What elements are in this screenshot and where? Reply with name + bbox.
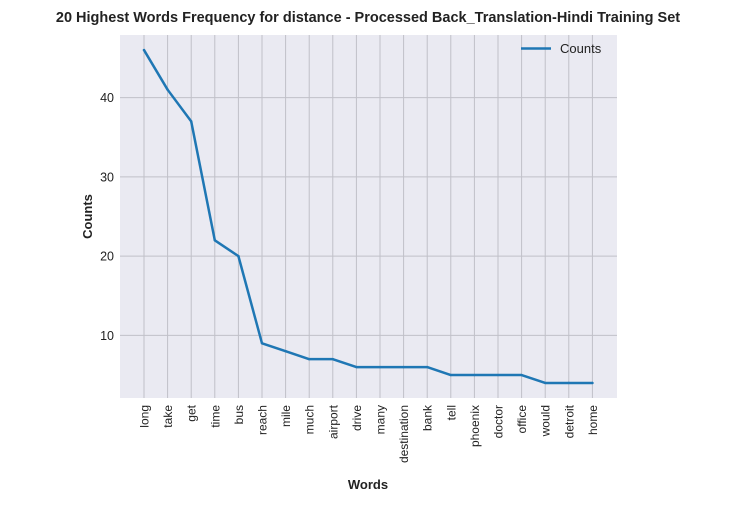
x-tick-label: airport	[326, 404, 340, 439]
x-tick-label: phoenix	[468, 405, 482, 447]
data-point	[378, 365, 382, 369]
data-point	[426, 365, 429, 369]
y-tick-label: 10	[100, 329, 114, 343]
y-tick-labels: 10 20 30 40	[100, 91, 114, 343]
x-tick-label: mile	[279, 405, 293, 427]
data-point	[449, 373, 452, 377]
data-point	[473, 373, 476, 377]
data-point	[166, 88, 169, 91]
x-tick-label: many	[374, 405, 388, 434]
y-tick-label: 30	[100, 170, 114, 184]
series-layer	[142, 48, 594, 385]
x-tick-label: would	[539, 405, 553, 437]
x-tick-label: bus	[232, 405, 246, 424]
data-point	[284, 350, 287, 353]
data-point	[260, 342, 264, 345]
x-tick-label: time	[208, 405, 222, 428]
plot-area	[120, 35, 617, 398]
data-point	[190, 120, 193, 123]
x-tick-label: reach	[256, 405, 270, 435]
x-tick-label: office	[515, 405, 529, 434]
x-tick-label: bank	[421, 404, 435, 431]
y-tick-label: 20	[100, 250, 114, 264]
x-tick-label: much	[303, 405, 317, 434]
data-point	[355, 365, 358, 369]
data-point	[142, 48, 146, 52]
data-point	[544, 381, 547, 385]
x-tick-label: tell	[444, 405, 458, 420]
data-point	[237, 254, 240, 258]
x-tick-label: long	[138, 405, 152, 428]
series-line	[142, 48, 594, 385]
data-point	[591, 381, 594, 385]
x-tick-label: doctor	[492, 405, 506, 438]
data-point	[402, 365, 405, 369]
x-tick-label: home	[586, 405, 600, 435]
data-point	[213, 239, 216, 242]
data-point	[331, 357, 334, 361]
legend-label: Counts	[560, 41, 602, 56]
data-point	[308, 357, 311, 361]
x-tick-label: drive	[350, 405, 364, 431]
data-point	[520, 373, 523, 377]
x-tick-label: get	[185, 404, 199, 421]
x-tick-label: take	[161, 405, 175, 428]
data-point	[567, 381, 570, 385]
x-tick-label: destination	[397, 405, 411, 463]
x-axis-label: Words	[348, 477, 388, 492]
grid-lines	[120, 35, 617, 398]
y-tick-label: 40	[100, 91, 114, 105]
y-axis-label: Counts	[80, 194, 95, 239]
data-point	[496, 373, 500, 377]
chart-title: 20 Highest Words Frequency for distance …	[56, 10, 680, 26]
x-tick-labels: long take get time bus reach mile much airport dr…	[138, 404, 600, 463]
x-tick-label: detroit	[562, 404, 576, 438]
legend: Counts	[521, 41, 602, 56]
